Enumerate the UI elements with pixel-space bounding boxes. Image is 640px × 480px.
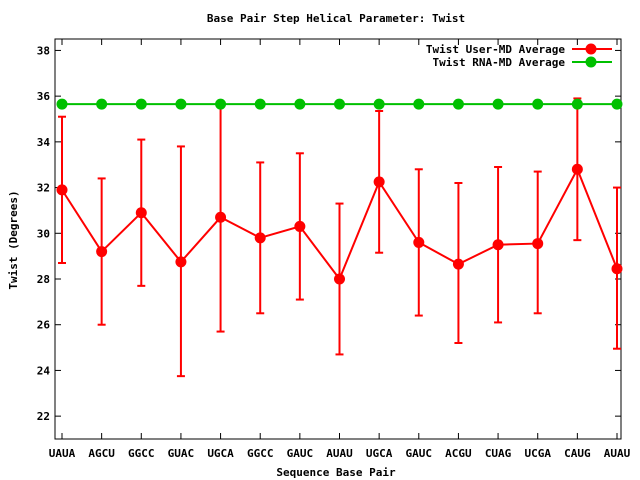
- x-tick-label: AGCU: [88, 447, 115, 460]
- data-point: [56, 184, 68, 196]
- data-point: [135, 207, 147, 219]
- x-tick-label: GAUC: [287, 447, 314, 460]
- x-tick-label: UGCA: [366, 447, 393, 460]
- y-tick-label: 36: [37, 90, 51, 103]
- series-1: [56, 97, 623, 378]
- x-tick-label: UAUA: [49, 447, 76, 460]
- x-tick-label: GAUC: [406, 447, 433, 460]
- data-point: [135, 98, 147, 110]
- series-2: [56, 98, 623, 110]
- y-tick-label: 24: [37, 364, 51, 377]
- data-point: [294, 98, 306, 110]
- data-point: [175, 256, 187, 268]
- x-tick-label: UCGA: [524, 447, 551, 460]
- data-point: [96, 246, 108, 258]
- data-point: [492, 98, 504, 110]
- data-point: [571, 98, 583, 110]
- data-point: [294, 220, 306, 232]
- data-point: [373, 98, 385, 110]
- y-tick-label: 32: [37, 182, 50, 195]
- x-tick-label: GUAC: [168, 447, 195, 460]
- x-tick-label: CUAG: [485, 447, 512, 460]
- plot-frame: [54, 38, 622, 440]
- x-axis: UAUA AGCU GGCC GUAC UGCA GGCC GAUC AUAU UGCA GAUC…: [49, 39, 631, 460]
- data-point: [373, 176, 385, 188]
- legend-label: Twist User-MD Average: [426, 43, 565, 56]
- data-point: [334, 98, 345, 110]
- data-point: [611, 98, 623, 110]
- data-point: [611, 263, 623, 275]
- x-tick-label: AUAU: [604, 447, 631, 460]
- y-tick-label: 26: [37, 319, 51, 332]
- x-tick-label: GGCC: [247, 447, 274, 460]
- data-point: [215, 211, 227, 223]
- data-point: [532, 98, 544, 110]
- data-point: [96, 98, 108, 110]
- x-tick-label: ACGU: [445, 447, 472, 460]
- y-tick-label: 22: [37, 410, 50, 423]
- x-axis-label: Sequence Base Pair: [276, 466, 396, 479]
- y-tick-label: 30: [37, 227, 50, 240]
- chart-title: Base Pair Step Helical Parameter: Twist: [207, 12, 465, 25]
- data-point: [413, 98, 425, 110]
- data-point: [254, 232, 266, 244]
- data-point: [215, 98, 227, 110]
- data-point: [452, 258, 464, 270]
- data-point: [452, 98, 464, 110]
- legend-marker: [585, 43, 597, 55]
- x-tick-label: CAUG: [564, 447, 591, 460]
- x-tick-label: AUAU: [326, 447, 353, 460]
- data-point: [334, 273, 345, 285]
- legend-marker: [585, 56, 597, 68]
- y-axis-label: Twist (Degrees): [7, 190, 20, 289]
- series-layer: [56, 97, 623, 378]
- data-point: [492, 239, 504, 251]
- data-point: [254, 98, 266, 110]
- y-tick-label: 34: [37, 136, 51, 149]
- data-point: [413, 236, 425, 248]
- data-point: [532, 238, 544, 250]
- x-tick-label: GGCC: [128, 447, 155, 460]
- data-point: [175, 98, 187, 110]
- y-tick-label: 38: [37, 44, 50, 57]
- legend-label: Twist RNA-MD Average: [433, 56, 566, 69]
- y-axis: 22 24 26 28 30 32 34 36 38: [37, 44, 621, 423]
- y-tick-label: 28: [37, 273, 50, 286]
- data-point: [56, 98, 68, 110]
- data-point: [571, 163, 583, 175]
- x-tick-label: UGCA: [207, 447, 234, 460]
